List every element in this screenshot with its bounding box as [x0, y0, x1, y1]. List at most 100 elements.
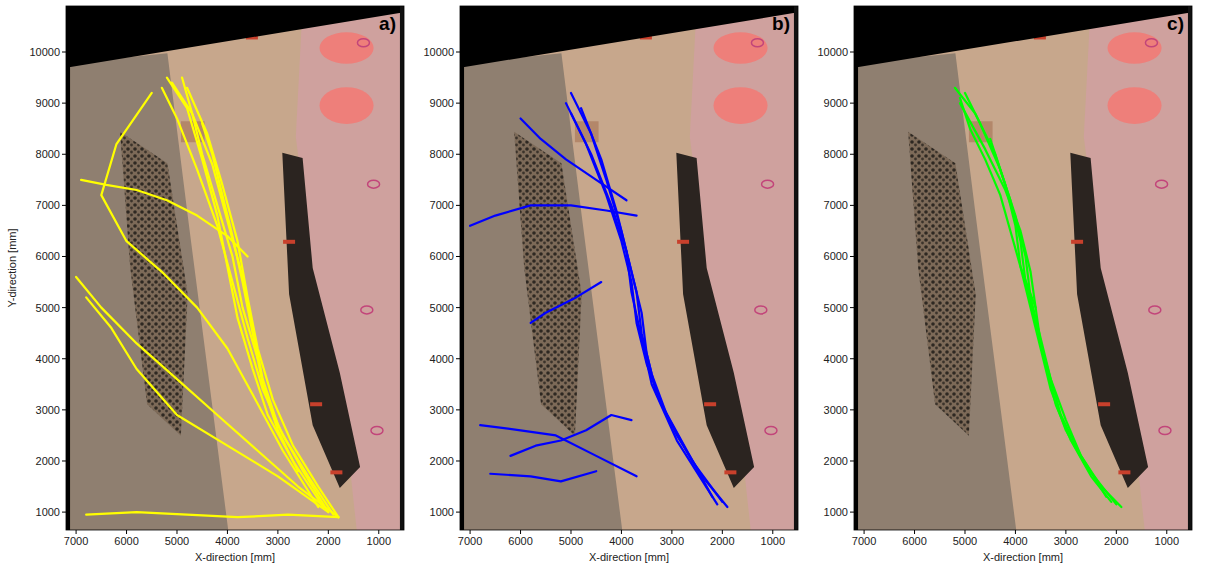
marker-patch [1108, 87, 1162, 124]
y-tick [62, 52, 66, 53]
x-tick [1116, 530, 1117, 534]
x-tick-label: 4000 [215, 535, 239, 547]
x-axis-title: X-direction [mm] [195, 551, 275, 563]
instrument [1098, 402, 1110, 406]
y-tick-label: 4000 [824, 353, 848, 365]
no-data [400, 6, 404, 530]
photo-background [66, 6, 404, 530]
x-tick-label: 5000 [559, 535, 583, 547]
x-tick [126, 530, 127, 534]
target-ring [357, 39, 369, 47]
x-tick-label: 2000 [316, 535, 340, 547]
no-data [854, 6, 858, 530]
y-tick-label: 6000 [824, 250, 848, 262]
photo-background [460, 6, 798, 530]
track [566, 103, 712, 497]
y-tick-label: 10000 [817, 46, 848, 58]
y-tick [62, 256, 66, 257]
track [571, 93, 727, 507]
y-tick-label: 9000 [430, 97, 454, 109]
x-tick [1065, 530, 1066, 534]
y-tick-label: 5000 [430, 302, 454, 314]
y-tick [850, 409, 854, 410]
panel: 7000600050004000300020001000100020003000… [423, 6, 798, 563]
y-tick-label: 1000 [430, 506, 454, 518]
track [490, 471, 596, 481]
y-tick [850, 154, 854, 155]
x-tick-label: 5000 [165, 535, 189, 547]
target-ring [762, 180, 774, 188]
x-tick [1166, 530, 1167, 534]
photo-background [854, 6, 1192, 530]
x-tick-label: 7000 [64, 535, 88, 547]
target-ring [765, 426, 777, 434]
y-tick-label: 2000 [36, 455, 60, 467]
x-tick-label: 7000 [458, 535, 482, 547]
y-tick-label: 8000 [824, 148, 848, 160]
y-tick [62, 460, 66, 461]
y-tick [850, 52, 854, 53]
x-tick [1015, 530, 1016, 534]
rock-field [514, 132, 582, 436]
y-axis-title: Y-direction [mm] [6, 228, 18, 307]
track [187, 88, 338, 517]
sand [66, 6, 404, 530]
x-tick-label: 4000 [1003, 535, 1027, 547]
no-data [794, 6, 798, 530]
target-ring [368, 180, 380, 188]
x-tick [914, 530, 915, 534]
y-tick-label: 4000 [430, 353, 454, 365]
x-tick-label: 2000 [1104, 535, 1128, 547]
track [172, 83, 328, 512]
y-tick [456, 512, 460, 513]
instrument [310, 402, 322, 406]
x-tick [964, 530, 965, 534]
y-tick-label: 8000 [36, 148, 60, 160]
instrument [677, 240, 689, 244]
x-tick [570, 530, 571, 534]
target-ring [361, 306, 373, 314]
tracks [955, 88, 1121, 507]
x-tick-label: 1000 [761, 535, 785, 547]
x-tick-label: 3000 [266, 535, 290, 547]
plot-frame [460, 6, 798, 530]
x-tick-label: 3000 [660, 535, 684, 547]
track [480, 425, 636, 476]
y-tick-label: 2000 [430, 455, 454, 467]
track [571, 113, 717, 504]
y-tick-label: 10000 [423, 46, 454, 58]
wet-area [460, 53, 622, 530]
y-tick [456, 256, 460, 257]
y-tick-label: 6000 [36, 250, 60, 262]
track [960, 98, 1036, 308]
plot-frame [66, 6, 404, 530]
marker-patch [1108, 32, 1162, 63]
x-tick [621, 530, 622, 534]
x-tick [328, 530, 329, 534]
y-tick-label: 1000 [36, 506, 60, 518]
revetment [676, 153, 754, 488]
x-tick-label: 5000 [953, 535, 977, 547]
x-tick [864, 530, 865, 534]
x-axis-title: X-direction [mm] [589, 551, 669, 563]
x-tick [722, 530, 723, 534]
track [81, 180, 247, 257]
target-ring [371, 426, 383, 434]
track [182, 78, 258, 359]
y-tick [62, 154, 66, 155]
figure: 7000 6000 5000 4000 3000 2000 1000 1000 2000 3000… [0, 0, 1216, 573]
revetment [1070, 153, 1148, 488]
track [510, 415, 631, 456]
track [167, 78, 323, 507]
sand [460, 6, 798, 530]
y-tick-label: 10000 [29, 46, 60, 58]
track [162, 88, 334, 515]
marker-patch [320, 87, 374, 124]
y-tick [62, 205, 66, 206]
y-tick-label: 9000 [824, 97, 848, 109]
no-data [1188, 6, 1192, 530]
marker-patch [714, 87, 768, 124]
x-tick [470, 530, 471, 534]
y-tick-label: 8000 [430, 148, 454, 160]
y-tick [456, 307, 460, 308]
